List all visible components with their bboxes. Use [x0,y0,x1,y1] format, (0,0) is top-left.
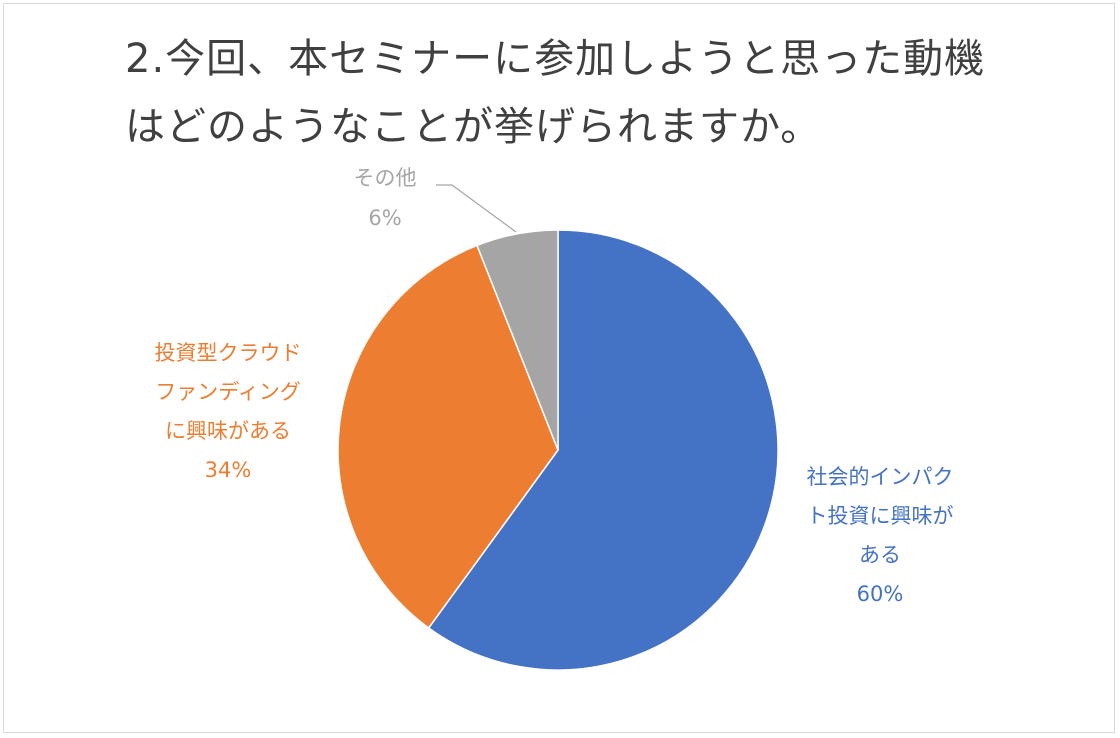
label-other: その他 6% [335,158,435,238]
label-crowdfunding-line-2: ファンディング [155,380,301,404]
pie-slices [337,229,779,671]
chart-title-line-1: 2.今回、本セミナーに参加しようと思った動機 [125,36,986,82]
label-other-line-1: その他 [353,166,417,190]
label-social-impact-line-2: ト投資に興味が [806,504,954,528]
label-social-impact-line-3: ある [859,543,901,567]
pie-slice-other [476,229,559,451]
label-social-impact-percent: 60% [856,582,904,606]
label-crowdfunding: 投資型クラウド ファンディング に興味がある 34% [128,334,328,490]
label-other-percent: 6% [368,206,402,230]
pie-slice-crowdfunding [337,244,559,629]
chart-title: 2.今回、本セミナーに参加しようと思った動機 はどのようなことが挙げられますか。 [125,25,1025,161]
label-crowdfunding-percent: 34% [204,458,252,482]
label-crowdfunding-line-1: 投資型クラウド [154,341,302,365]
label-social-impact: 社会的インパク ト投資に興味が ある 60% [780,458,980,614]
chart-title-line-2: はどのようなことが挙げられますか。 [125,104,822,150]
pie-slice-social-impact [427,229,779,671]
leader-line-other [436,184,517,233]
label-crowdfunding-line-3: に興味がある [165,419,291,443]
label-social-impact-line-1: 社会的インパク [806,465,954,489]
